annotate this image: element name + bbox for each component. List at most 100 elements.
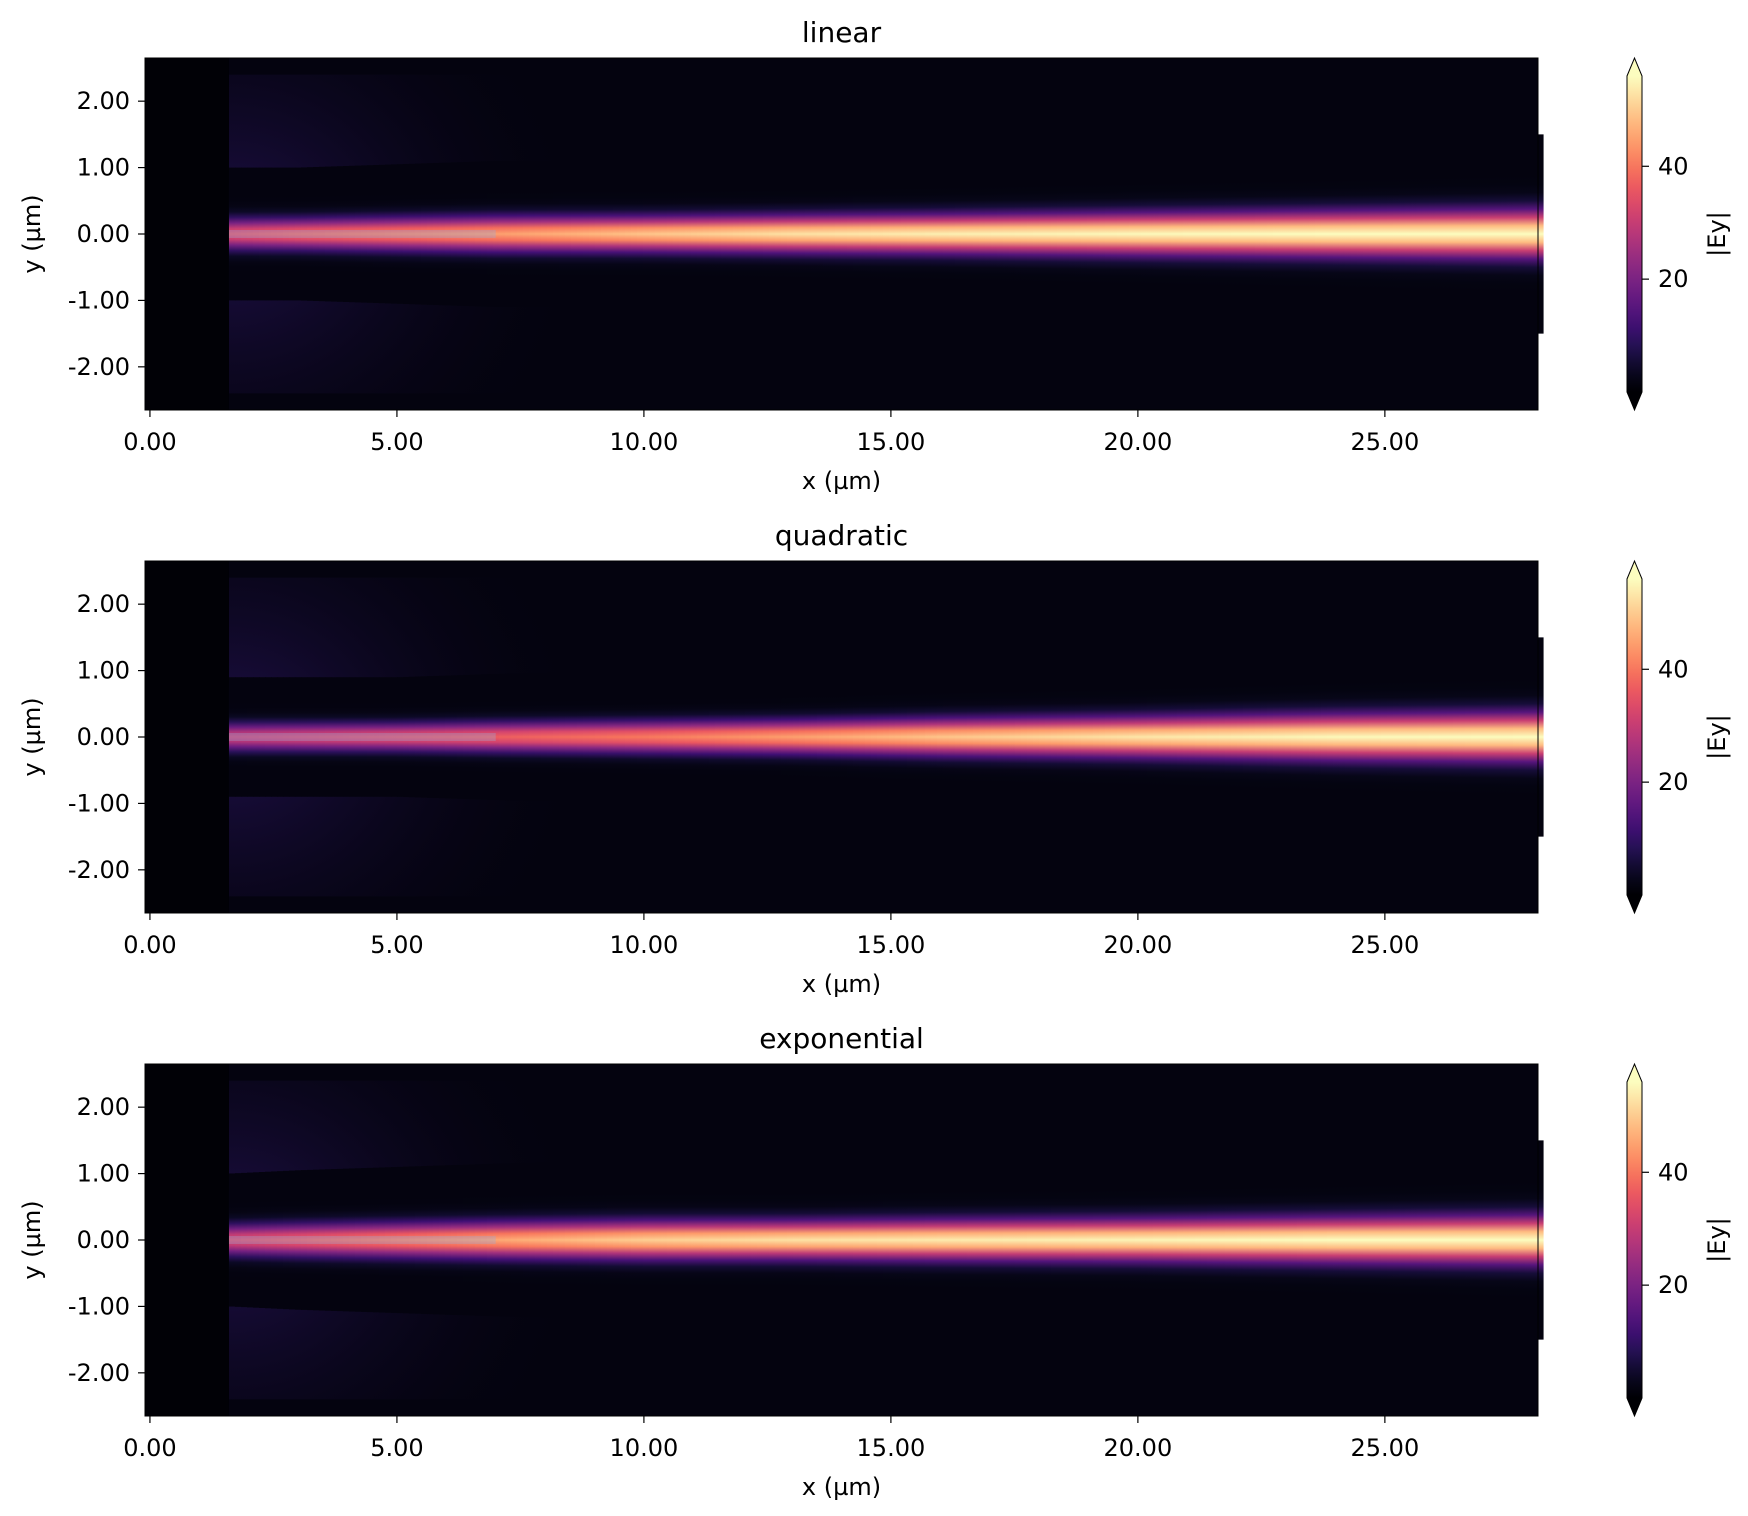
beam-strip bbox=[324, 166, 332, 302]
beam-strip bbox=[570, 1161, 578, 1319]
beam-strip bbox=[978, 152, 986, 316]
beam-strip bbox=[1164, 652, 1172, 822]
beam-strip bbox=[756, 667, 764, 807]
beam-strip bbox=[804, 157, 812, 311]
beam-strip bbox=[330, 1169, 338, 1311]
beam-strip bbox=[906, 1157, 914, 1323]
beam-strip bbox=[1248, 648, 1256, 826]
beam-strip bbox=[1482, 638, 1490, 836]
colorbar-extend-min bbox=[1627, 392, 1642, 410]
beam-strip bbox=[732, 668, 740, 806]
beam-strip bbox=[1104, 654, 1112, 820]
beam-strip bbox=[678, 160, 686, 308]
panel-title: quadratic bbox=[775, 519, 908, 552]
x-axis-label: x (µm) bbox=[802, 467, 881, 495]
beam-strip bbox=[942, 154, 950, 314]
beam-strip bbox=[1464, 1142, 1472, 1338]
beam-strip bbox=[954, 1156, 962, 1324]
beam-strip bbox=[1428, 1143, 1436, 1337]
beam-strip bbox=[1410, 641, 1418, 833]
beam-strip bbox=[1020, 657, 1028, 817]
beam-strip bbox=[1218, 144, 1226, 324]
y-tick-label: 0.00 bbox=[77, 220, 130, 248]
beam-strip bbox=[360, 1168, 368, 1312]
beam-strip bbox=[930, 660, 938, 814]
beam-strip bbox=[1206, 1151, 1214, 1329]
beam-strip bbox=[330, 166, 338, 302]
beam-strip bbox=[1386, 642, 1394, 832]
colorbar-extend-max bbox=[1627, 58, 1642, 76]
beam-strip bbox=[606, 1161, 614, 1319]
beam-strip bbox=[1356, 643, 1364, 831]
beam-strip bbox=[1398, 138, 1406, 330]
beam-strip bbox=[1224, 144, 1232, 324]
beam-strip bbox=[966, 659, 974, 815]
beam-strip bbox=[726, 1160, 734, 1320]
beam-strip bbox=[1308, 141, 1316, 327]
beam-strip bbox=[1032, 657, 1040, 817]
beam-strip bbox=[1266, 647, 1274, 827]
beam-strip bbox=[948, 1156, 956, 1324]
beam-strip bbox=[468, 161, 476, 307]
beam-strip bbox=[1140, 1153, 1148, 1327]
beam-strip bbox=[540, 672, 548, 802]
beam-strip bbox=[1392, 1144, 1400, 1336]
beam-strip bbox=[384, 677, 392, 797]
beam-strip bbox=[288, 167, 296, 301]
beam-strip bbox=[582, 671, 590, 803]
beam-strip bbox=[618, 671, 626, 803]
beam-strip bbox=[264, 167, 272, 301]
beam-strip bbox=[282, 1170, 290, 1310]
beam-strip bbox=[648, 160, 656, 308]
beam-strip bbox=[306, 1169, 314, 1311]
beam-strip bbox=[798, 1160, 806, 1320]
beam-strip bbox=[450, 162, 458, 306]
beam-strip bbox=[624, 1160, 632, 1320]
y-axis-label: y (µm) bbox=[18, 194, 46, 273]
colorbar-tick-label: 20 bbox=[1658, 1271, 1689, 1299]
beam-strip bbox=[1170, 146, 1178, 322]
y-tick-label: -1.00 bbox=[68, 286, 130, 314]
beam-strip bbox=[402, 676, 410, 798]
x-tick-label: 15.00 bbox=[857, 931, 926, 959]
beam-strip bbox=[996, 658, 1004, 816]
beam-strip bbox=[252, 677, 260, 797]
beam-strip bbox=[294, 167, 302, 301]
beam-strip bbox=[516, 673, 524, 801]
beam-strip bbox=[696, 159, 704, 309]
beam-strip bbox=[582, 160, 590, 308]
beam-strip bbox=[228, 167, 236, 301]
beam-strip bbox=[1014, 1155, 1022, 1325]
beam-strip bbox=[1428, 640, 1436, 834]
beam-strip bbox=[354, 1168, 362, 1312]
beam-strip bbox=[1422, 137, 1430, 331]
beam-strip bbox=[1188, 1151, 1196, 1329]
beam-strip bbox=[1134, 653, 1142, 821]
beam-strip bbox=[1398, 1144, 1406, 1336]
beam-strip bbox=[750, 1160, 758, 1320]
y-tick-label: 2.00 bbox=[77, 590, 130, 618]
beam-strip bbox=[1380, 1145, 1388, 1335]
x-tick-label: 0.00 bbox=[123, 931, 176, 959]
beam-strip bbox=[1470, 639, 1478, 835]
beam-strip bbox=[1500, 1141, 1508, 1339]
beam-strip bbox=[960, 1156, 968, 1324]
beam-strip bbox=[600, 160, 608, 308]
beam-strip bbox=[270, 677, 278, 797]
beam-strip bbox=[870, 663, 878, 811]
beam-strip bbox=[888, 662, 896, 812]
beam-strip bbox=[1248, 143, 1256, 325]
beam-strip bbox=[1332, 644, 1340, 830]
colorbar: 20 40 |Ey| bbox=[1626, 559, 1731, 915]
beam-strip bbox=[252, 167, 260, 301]
beam-strip bbox=[1416, 1144, 1424, 1336]
beam-strip bbox=[642, 160, 650, 308]
beam-strip bbox=[1452, 136, 1460, 332]
beam-strip bbox=[1302, 645, 1310, 829]
beam-strip bbox=[1014, 658, 1022, 816]
beam-strip bbox=[648, 1160, 656, 1320]
beam-strip bbox=[1230, 649, 1238, 825]
beam-strip bbox=[876, 663, 884, 811]
beam-strip bbox=[570, 160, 578, 308]
beam-strip bbox=[720, 668, 728, 806]
